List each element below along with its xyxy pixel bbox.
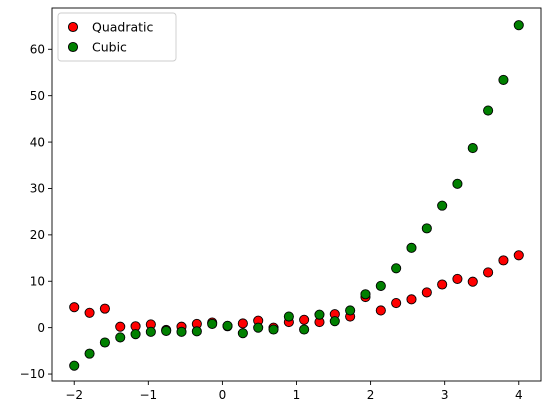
cubic-point xyxy=(513,20,524,31)
quadratic-point xyxy=(437,279,448,290)
x-tick-label: 3 xyxy=(441,388,449,402)
cubic-point xyxy=(483,105,494,116)
legend-marker-quadratic xyxy=(67,21,79,33)
cubic-point xyxy=(84,348,95,359)
cubic-point xyxy=(191,326,202,337)
quadratic-point xyxy=(452,273,463,284)
quadratic-point xyxy=(513,250,524,261)
cubic-point xyxy=(207,318,218,329)
quadratic-point xyxy=(375,305,386,316)
cubic-point xyxy=(391,263,402,274)
cubic-point xyxy=(406,242,417,253)
cubic-point xyxy=(467,143,478,154)
y-tick-label: 60 xyxy=(30,42,45,56)
cubic-point xyxy=(498,74,509,85)
quadratic-point xyxy=(406,294,417,305)
x-tick-label: −1 xyxy=(139,388,157,402)
quadratic-point xyxy=(99,303,110,314)
x-axis: −2 −1 0 1 2 3 4 xyxy=(65,381,523,402)
quadratic-point xyxy=(84,307,95,318)
legend-marker-cubic xyxy=(67,41,79,53)
cubic-point xyxy=(268,324,279,335)
x-tick-label: 4 xyxy=(515,388,523,402)
y-tick-label: 40 xyxy=(30,135,45,149)
y-axis: −10 0 10 20 30 40 50 60 xyxy=(20,42,52,381)
quadratic-point xyxy=(237,318,248,329)
cubic-point xyxy=(283,311,294,322)
cubic-point xyxy=(375,280,386,291)
cubic-point xyxy=(253,322,264,333)
cubic-point xyxy=(161,325,172,336)
cubic-point xyxy=(145,326,156,337)
quadratic-point xyxy=(483,267,494,278)
x-tick-label: −2 xyxy=(65,388,83,402)
cubic-point xyxy=(452,178,463,189)
y-tick-label: 30 xyxy=(30,182,45,196)
y-tick-label: −10 xyxy=(20,367,45,381)
cubic-point xyxy=(437,200,448,211)
cubic-point xyxy=(130,329,141,340)
quadratic-point xyxy=(421,287,432,298)
x-tick-label: 1 xyxy=(293,388,301,402)
y-tick-label: 20 xyxy=(30,228,45,242)
cubic-point xyxy=(99,337,110,348)
cubic-point xyxy=(222,320,233,331)
legend-box xyxy=(57,12,177,62)
cubic-point xyxy=(69,360,80,371)
quadratic-point xyxy=(69,302,80,313)
data-markers xyxy=(69,20,524,371)
quadratic-point xyxy=(498,255,509,266)
cubic-point xyxy=(329,316,340,327)
x-tick-label: 2 xyxy=(367,388,375,402)
cubic-point xyxy=(314,309,325,320)
cubic-point xyxy=(421,223,432,234)
legend-label-quadratic: Quadratic xyxy=(92,19,154,34)
quadratic-point xyxy=(391,298,402,309)
legend-label-cubic: Cubic xyxy=(92,39,127,54)
legend: Quadratic Cubic xyxy=(57,12,177,62)
cubic-point xyxy=(345,305,356,316)
quadratic-point xyxy=(115,321,126,332)
cubic-point xyxy=(115,332,126,343)
y-tick-label: 0 xyxy=(37,321,45,335)
cubic-point xyxy=(299,324,310,335)
cubic-point xyxy=(237,328,248,339)
y-tick-label: 10 xyxy=(30,274,45,288)
quadratic-point xyxy=(299,314,310,325)
x-tick-label: 0 xyxy=(219,388,227,402)
cubic-point xyxy=(176,326,187,337)
quadratic-point xyxy=(467,276,478,287)
y-tick-label: 50 xyxy=(30,89,45,103)
cubic-point xyxy=(360,289,371,300)
